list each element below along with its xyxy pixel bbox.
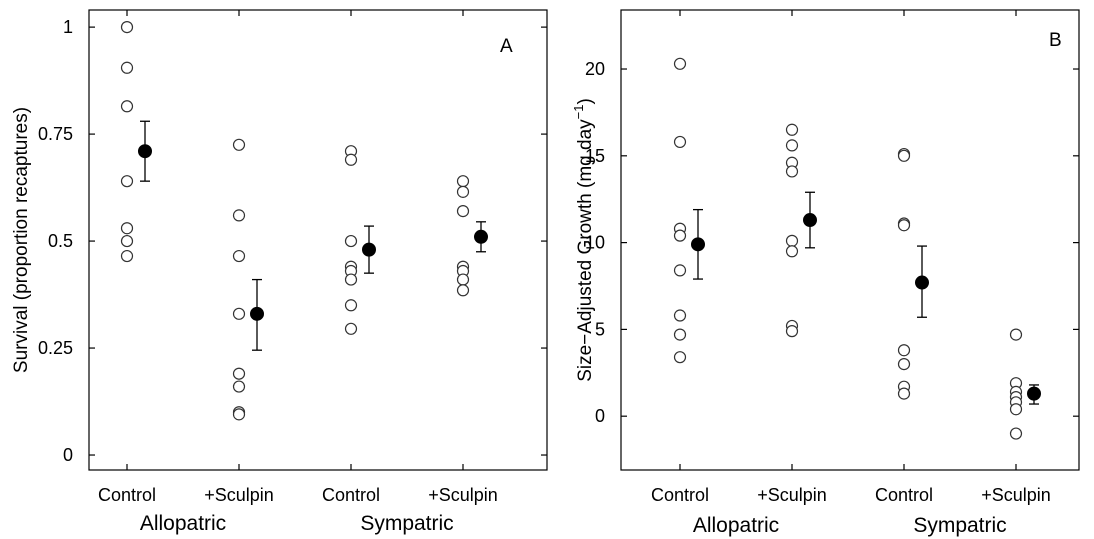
panel-a-category-label: +Sculpin — [204, 485, 274, 505]
panel-a-mean-point — [250, 306, 264, 321]
panel-a-y-tick-label: 1 — [63, 17, 73, 37]
panel-a-data-point — [120, 61, 134, 74]
panel-b-category-label: Control — [651, 485, 709, 505]
panel-b-data-point — [785, 245, 799, 258]
panel-b-y-tick-label: 5 — [595, 319, 605, 339]
panel-b-data-point — [673, 264, 687, 277]
panel-b-category-label: +Sculpin — [981, 485, 1051, 505]
panel-b-mean-point — [803, 213, 817, 228]
panel-b-category-label: Control — [875, 485, 933, 505]
panel-b-data-point — [1009, 403, 1023, 416]
panel-b-y-axis-title-end: ) — [575, 98, 596, 104]
panel-a-data-point — [456, 273, 470, 286]
panel-a-data-point — [456, 185, 470, 198]
panel-a-data-point — [232, 138, 246, 151]
panel-b-data-point — [897, 358, 911, 371]
panel-a-data-point — [344, 273, 358, 286]
panel-b-plot: B Size−Adjusted Growth (mg day−1) 0 5 10 15… — [571, 9, 1080, 537]
panel-b-mean-point — [691, 237, 705, 252]
panel-a-data-point — [456, 284, 470, 297]
panel-a-y-tick-label: 0.25 — [38, 338, 73, 358]
panel-b-data-point — [673, 309, 687, 322]
panel-b-group-label: Allopatric — [693, 514, 779, 537]
panel-b-data-point — [785, 139, 799, 152]
panel-a-data-point — [232, 249, 246, 263]
panel-b-data-point — [897, 149, 911, 162]
panel-b-y-tick-label: 15 — [585, 146, 605, 166]
panel-a-mean-point — [138, 144, 152, 159]
panel-b-data-point — [673, 229, 687, 242]
panel-b-data-point — [673, 57, 687, 70]
panel-a-data-point — [232, 408, 246, 421]
panel-a-data-point — [232, 307, 246, 320]
panel-b-data-point — [1009, 427, 1023, 440]
panel-a-data-point — [120, 21, 134, 34]
panel-a-data-point — [344, 299, 358, 312]
panel-b-data-point — [785, 165, 799, 178]
panel-b-data-point — [785, 234, 799, 247]
panel-a-data-point — [344, 153, 358, 166]
panel-a-data-point — [456, 205, 470, 218]
panel-a-mean-point — [362, 242, 376, 257]
panel-b-data-point — [673, 328, 687, 341]
panel-a-plot: A Survival (proportion recaptures) 0 0.25… — [11, 9, 548, 535]
panel-a-y-tick-label: 0 — [63, 445, 73, 465]
panel-a-y-axis-title: Survival (proportion recaptures) — [11, 107, 32, 373]
panel-a-data-point — [120, 175, 134, 188]
panel-a-category-label: Control — [98, 485, 156, 505]
panel-a-data-point — [232, 209, 246, 222]
panel-b-data-point — [673, 351, 687, 364]
panel-b-y-tick-label: 10 — [585, 233, 605, 253]
panel-b-category-label: +Sculpin — [757, 485, 827, 505]
panel-a-group-label: Allopatric — [140, 512, 226, 535]
panel-b-data-point — [1009, 328, 1023, 341]
panel-a-data-point — [232, 380, 246, 393]
panel-a-data-point — [120, 249, 134, 263]
panel-b-data-point — [673, 135, 687, 149]
panel-b-data-point — [785, 123, 799, 136]
panel-b-data-point — [897, 219, 911, 232]
panel-a-y-tick-label: 0.75 — [38, 124, 73, 144]
panel-b-group-label: Sympatric — [913, 514, 1006, 537]
panel-b-y-axis-title-main: Size−Adjusted Growth (mg day — [575, 119, 596, 382]
panel-b-data-point — [897, 387, 911, 400]
panel-a-data-point — [232, 367, 246, 380]
panel-a-mean-point — [474, 229, 488, 244]
panel-a-category-label: Control — [322, 485, 380, 505]
panel-b-data-point — [897, 344, 911, 357]
panel-b-mean-point — [915, 275, 929, 290]
panel-a-data-point — [120, 222, 134, 235]
panel-b-y-tick-label: 20 — [585, 59, 605, 79]
panel-a-frame — [88, 9, 548, 471]
panel-a-category-label: +Sculpin — [428, 485, 498, 505]
panel-a-group-label: Sympatric — [360, 512, 453, 535]
panel-b-marks: 0 5 10 15 20 Control +Sculpin Control +Sculpin Al… — [585, 10, 1079, 537]
panel-a-data-point — [456, 175, 470, 188]
panel-a-data-point — [120, 100, 134, 113]
panel-b-mean-point — [1027, 386, 1041, 401]
panel-a-data-point — [344, 322, 358, 335]
panel-a-data-point — [344, 234, 358, 248]
panel-b-data-point — [785, 325, 799, 338]
panel-b-y-axis-title-sup: −1 — [571, 105, 586, 120]
panel-a-data-point — [120, 234, 134, 248]
panel-b-y-tick-label: 0 — [595, 406, 605, 426]
panel-b-frame — [620, 9, 1080, 471]
panel-a-y-tick-label: 0.5 — [48, 231, 73, 251]
panel-a-letter: A — [500, 36, 513, 57]
panel-b-letter: B — [1049, 30, 1062, 51]
panel-a-marks: 0 0.25 0.5 0.75 1 Control +Sculpin Control +Scul… — [38, 10, 547, 535]
panel-b-y-axis-title: Size−Adjusted Growth (mg day−1) — [571, 98, 596, 382]
